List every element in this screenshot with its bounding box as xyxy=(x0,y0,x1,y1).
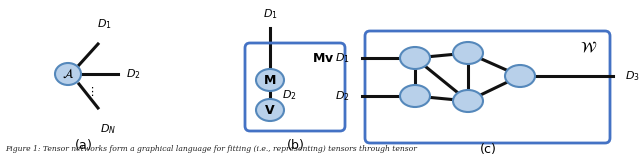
Ellipse shape xyxy=(55,63,81,85)
Text: $\mathcal{W}$: $\mathcal{W}$ xyxy=(580,40,597,55)
Text: $\rm{(c)}$: $\rm{(c)}$ xyxy=(479,141,496,156)
Text: $\rm{(b)}$: $\rm{(b)}$ xyxy=(285,136,304,151)
Text: $\mathbf{M}$: $\mathbf{M}$ xyxy=(263,73,276,86)
Ellipse shape xyxy=(453,90,483,112)
Text: $\mathbf{V}$: $\mathbf{V}$ xyxy=(264,103,276,117)
Text: $D_1$: $D_1$ xyxy=(262,7,277,21)
Text: $D_2$: $D_2$ xyxy=(125,67,140,81)
Text: Figure 1: Tensor networks form a graphical language for fitting (i.e., represent: Figure 1: Tensor networks form a graphic… xyxy=(5,145,417,153)
Text: $D_N$: $D_N$ xyxy=(100,122,116,136)
Ellipse shape xyxy=(256,99,284,121)
Ellipse shape xyxy=(400,47,430,69)
Text: $D_3$: $D_3$ xyxy=(625,69,640,83)
Text: $\vdots$: $\vdots$ xyxy=(86,85,94,98)
Text: $\mathcal{A}$: $\mathcal{A}$ xyxy=(62,67,74,81)
Ellipse shape xyxy=(400,85,430,107)
Text: $D_1$: $D_1$ xyxy=(335,51,350,65)
Text: $\mathbf{Mv}$: $\mathbf{Mv}$ xyxy=(312,52,334,65)
Ellipse shape xyxy=(453,42,483,64)
Text: $D_2$: $D_2$ xyxy=(335,89,350,103)
Ellipse shape xyxy=(505,65,535,87)
Text: $D_1$: $D_1$ xyxy=(97,17,111,31)
Ellipse shape xyxy=(256,69,284,91)
Text: $D_2$: $D_2$ xyxy=(282,88,297,102)
Text: $\rm{(a)}$: $\rm{(a)}$ xyxy=(74,136,92,151)
